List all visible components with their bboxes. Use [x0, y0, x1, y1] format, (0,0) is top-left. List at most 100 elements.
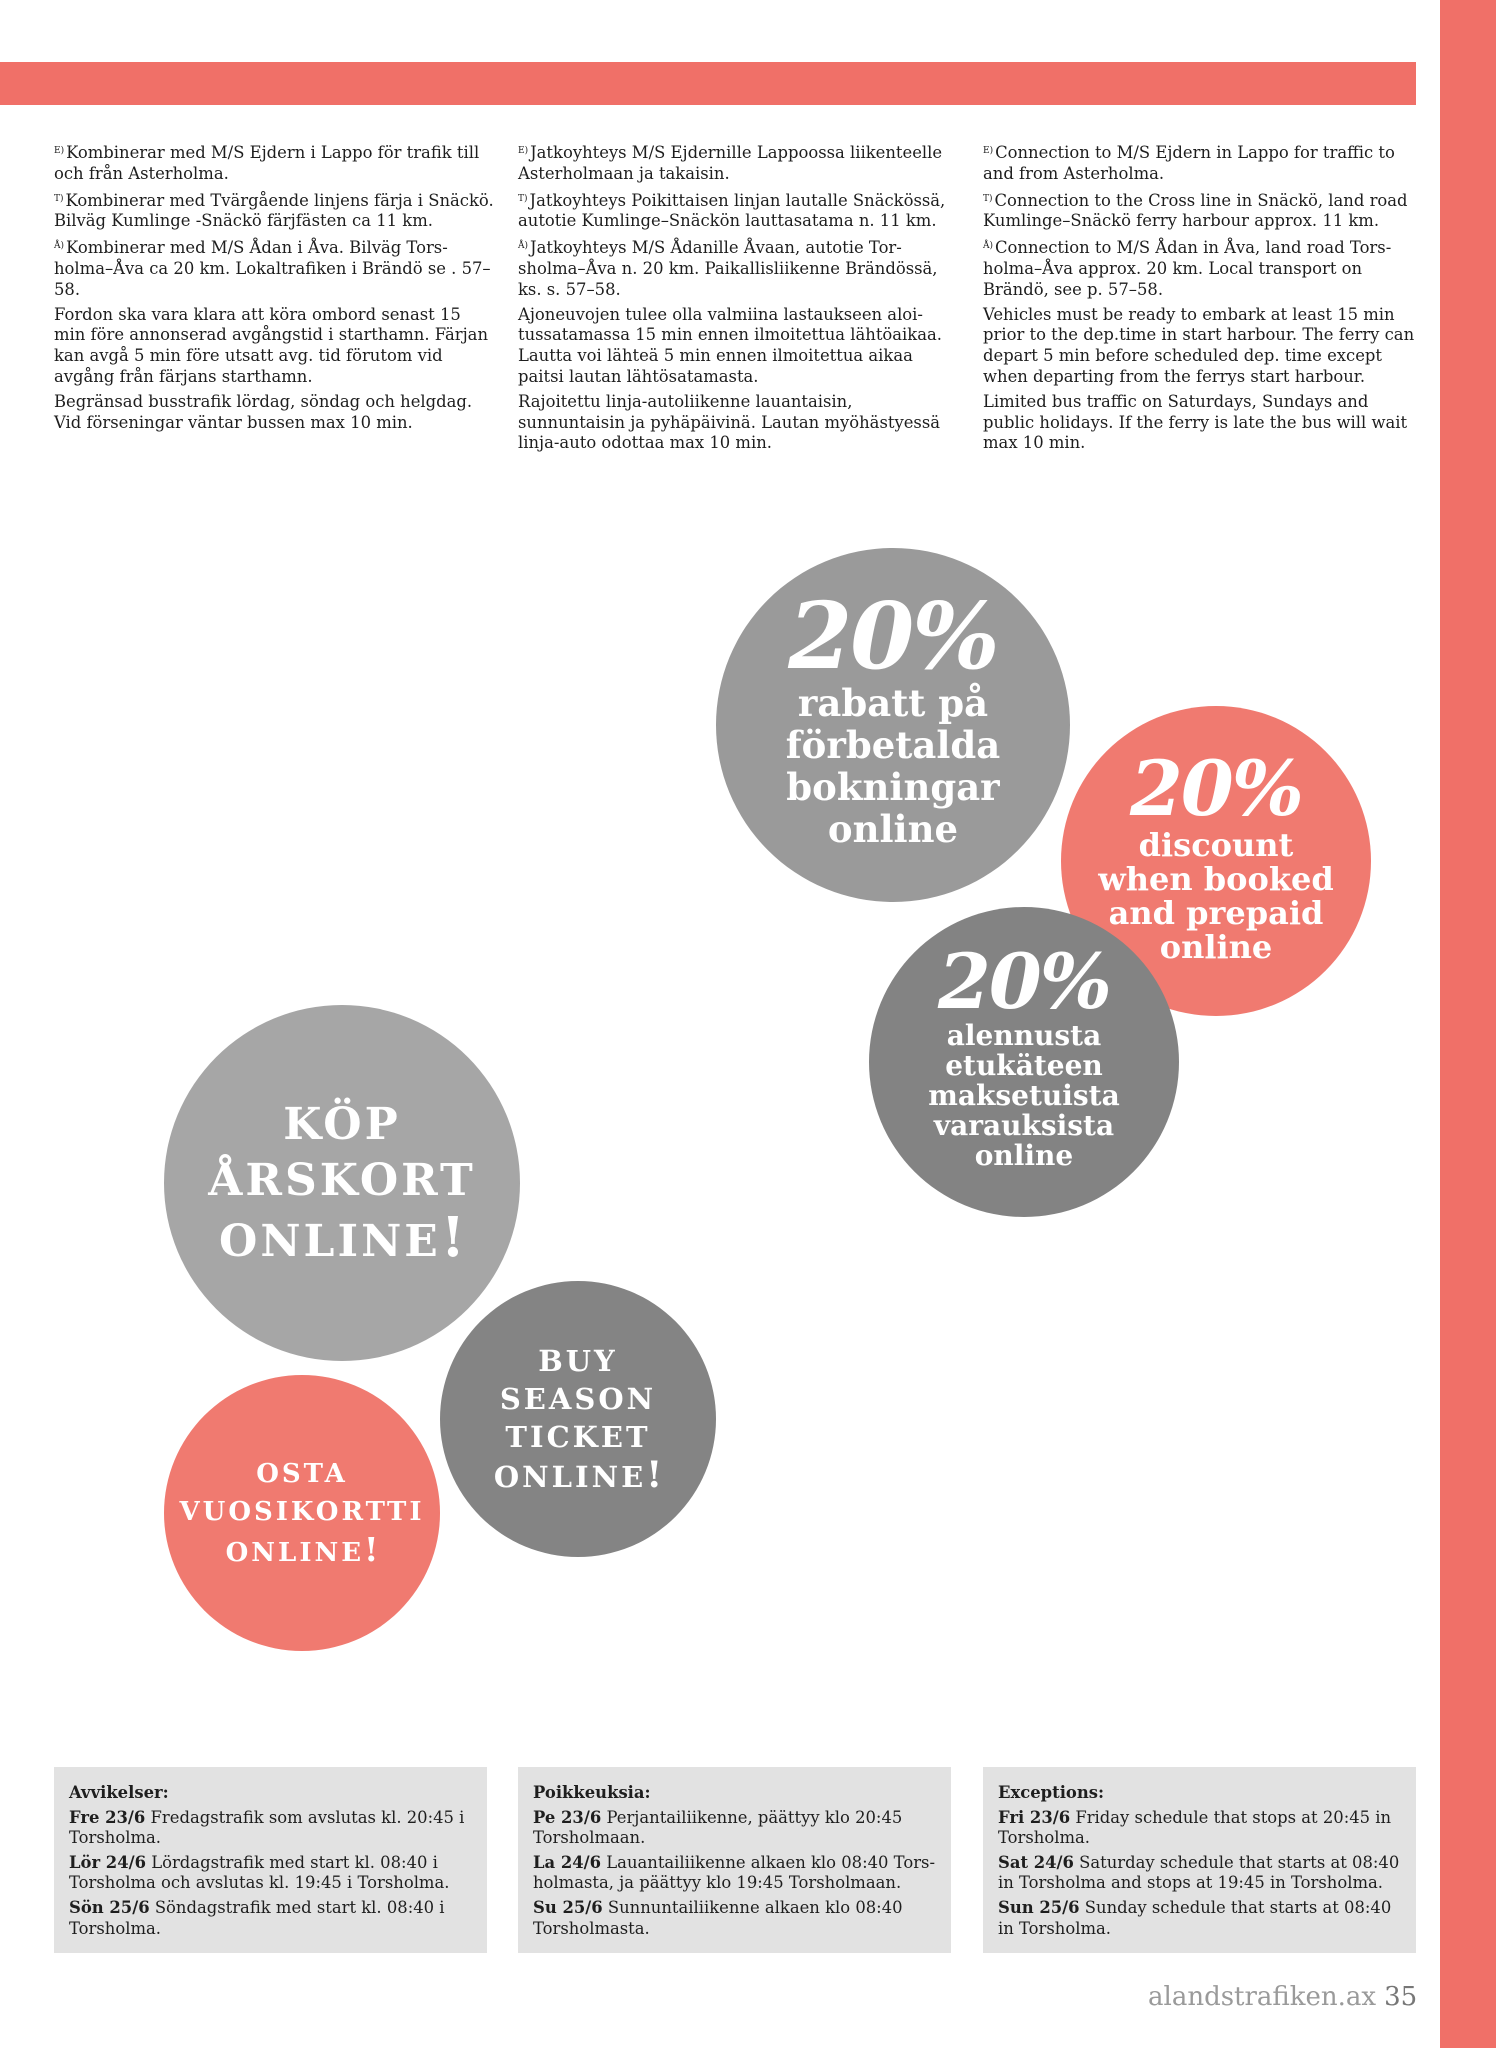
promo-line: OSTA — [256, 1458, 348, 1489]
exceptions-box-swedish: Avvikelser: Fre 23/6 Fredagstrafik som a… — [54, 1767, 487, 1953]
exception-row: Fri 23/6 Friday schedule that stops at 2… — [998, 1808, 1401, 1849]
note-mark: T) — [983, 193, 993, 204]
page-footer: alandstrafiken.ax 35 — [1148, 1982, 1417, 2012]
exception-row: Sun 25/6 Sunday schedule that starts at … — [998, 1898, 1401, 1939]
discount-percent: 20% — [938, 937, 1112, 1026]
exception-row: Fre 23/6 Fredagstrafik som avslutas kl. … — [69, 1808, 472, 1849]
promo-line: ONLINE! — [179, 1529, 424, 1572]
notes-column-english: E) Connection to M/S Ejdern in Lappo for … — [983, 141, 1423, 458]
note-mark: Å) — [54, 241, 65, 252]
exception-text: Perjantailiikenne, päättyy klo 20:45 Tor… — [533, 1807, 903, 1848]
promo-line: rabatt på — [797, 681, 989, 725]
footer-site-link[interactable]: alandstrafiken.ax — [1148, 1982, 1377, 2012]
note-mark: E) — [54, 146, 65, 156]
promo-line-text: ONLINE — [225, 1537, 365, 1568]
promo-line-text: ONLINE — [219, 1215, 441, 1267]
exception-day: Pe 23/6 — [533, 1807, 602, 1827]
exception-text: Lauantailiikenne alkaen klo 08:40 Tors­h… — [533, 1852, 936, 1893]
exception-row: La 24/6 Lauantailiikenne alkaen klo 08:4… — [533, 1853, 936, 1894]
bus-rule: Rajoitettu linja-autoliikenne lauantaisi… — [518, 391, 941, 453]
promo-circle-alennusta: 20% alennusta etukäteen maksetuista vara… — [869, 907, 1179, 1217]
box-heading: Avvikelser: — [69, 1783, 169, 1802]
promo-text: OSTA VUOSIKORTTI ONLINE! — [179, 1455, 424, 1572]
bus-rule: Begränsad busstrafik lördag, söndag och … — [54, 391, 473, 432]
note-e: E) Jatkoyhteys M/S Ejdernille Lappoossa l… — [518, 141, 958, 185]
note-mark: E) — [983, 146, 994, 156]
note-text: Kombinerar med M/S Ejdern i Lappo för tr… — [54, 143, 480, 183]
note-a: Å) Jatkoyhteys M/S Ådanille Åvaan, autoti… — [518, 236, 958, 300]
promo-line: VUOSIKORTTI — [179, 1496, 425, 1527]
exception-text: Sunday schedule that starts at 08:40 in … — [998, 1897, 1392, 1938]
note-text: Jatkoyhteys M/S Ejdernille Lappoossa lii… — [518, 143, 943, 183]
note-text: Connection to M/S Ådan in Åva, land road… — [983, 238, 1392, 299]
promo-line: maksetuista — [928, 1079, 1120, 1112]
exception-day: La 24/6 — [533, 1852, 602, 1872]
box-heading: Exceptions: — [998, 1783, 1105, 1802]
exception-day: Su 25/6 — [533, 1897, 603, 1917]
promo-line: online — [827, 807, 959, 851]
promo-circle-buy-season-ticket: BUY SEASON TICKET ONLINE! — [440, 1281, 716, 1557]
note-text: Connection to the Cross line in Snäckö, … — [983, 190, 1408, 231]
exception-row: Lör 24/6 Lördagstrafik med start kl. 08:… — [69, 1853, 472, 1894]
discount-percent: 20% — [1130, 744, 1304, 833]
exception-text: Söndagstrafik med start kl. 08:40 i Tors… — [69, 1897, 445, 1938]
note-text: Kombinerar med Tvärgående linjens färja … — [54, 190, 494, 231]
promo-line: etukäteen — [945, 1049, 1103, 1082]
exclamation: ! — [364, 1529, 379, 1569]
promo-text: alennusta etukäteen maksetuista varauksi… — [928, 1021, 1120, 1171]
promo-line: online — [1159, 928, 1273, 966]
discount-percent: 20% — [788, 582, 999, 690]
exceptions-box-english: Exceptions: Fri 23/6 Friday schedule tha… — [983, 1767, 1416, 1953]
promo-text: discount when booked and prepaid online — [1098, 828, 1334, 964]
bus-rule: Limited bus traffic on Saturdays, Sunday… — [983, 391, 1408, 453]
top-accent-bar — [0, 62, 1416, 105]
promo-line: SEASON — [499, 1382, 657, 1416]
exception-day: Sön 25/6 — [69, 1897, 150, 1917]
promo-line: discount — [1138, 826, 1294, 864]
exception-text: Saturday schedule that starts at 08:40 i… — [998, 1852, 1400, 1893]
promo-line-text: ONLINE — [493, 1460, 647, 1494]
promo-circle-kop-arskort: KÖP ÅRSKORT ONLINE! — [164, 1005, 520, 1361]
exception-day: Fre 23/6 — [69, 1807, 146, 1827]
promo-text: rabatt på förbetalda bokningar online — [786, 682, 1000, 850]
note-t: T) Kombinerar med Tvärgående linjens färj… — [54, 189, 494, 233]
note-text: Kombinerar med M/S Ådan i Åva. Bilväg To… — [54, 238, 491, 299]
exception-text: Sunnuntailiikenne alkaen klo 08:40 Torsh… — [533, 1897, 903, 1938]
note-a: Å) Kombinerar med M/S Ådan i Åva. Bilväg … — [54, 236, 494, 300]
note-mark: Å) — [518, 241, 529, 252]
promo-circle-osta-vuosikortti: OSTA VUOSIKORTTI ONLINE! — [164, 1375, 440, 1651]
promo-line: alennusta — [946, 1019, 1102, 1052]
exception-text: Fredagstrafik som avslutas kl. 20:45 i T… — [69, 1807, 465, 1848]
note-e: E) Kombinerar med M/S Ejdern i Lappo för … — [54, 141, 494, 185]
promo-line: ONLINE! — [494, 1456, 662, 1496]
exception-row: Su 25/6 Sunnuntailiikenne alkaen klo 08:… — [533, 1898, 936, 1939]
exceptions-box-finnish: Poikkeuksia: Pe 23/6 Perjantailiikenne, … — [518, 1767, 951, 1953]
exception-day: Lör 24/6 — [69, 1852, 146, 1872]
exclamation: ! — [440, 1203, 465, 1269]
note-a: Å) Connection to M/S Ådan in Åva, land ro… — [983, 236, 1423, 300]
exception-day: Sun 25/6 — [998, 1897, 1080, 1917]
box-heading: Poikkeuksia: — [533, 1783, 651, 1802]
promo-line: förbetalda — [785, 723, 1001, 767]
exception-row: Sat 24/6 Saturday schedule that starts a… — [998, 1853, 1401, 1894]
promo-text: BUY SEASON TICKET ONLINE! — [494, 1342, 662, 1496]
vehicle-rule: Vehicles must be ready to embark at leas… — [983, 304, 1415, 386]
promo-line: varauksista — [933, 1109, 1115, 1142]
exception-row: Sön 25/6 Söndagstrafik med start kl. 08:… — [69, 1898, 472, 1939]
note-t: T) Jatkoyhteys Poikittaisen linjan lautal… — [518, 189, 958, 233]
promo-line: ONLINE! — [208, 1208, 475, 1270]
promo-line: bokningar — [786, 765, 1000, 809]
promo-circle-rabatt: 20% rabatt på förbetalda bokningar onlin… — [716, 548, 1070, 902]
promo-line: when booked — [1098, 860, 1334, 898]
note-t: T) Connection to the Cross line in Snäckö… — [983, 189, 1423, 233]
promo-line: KÖP — [283, 1098, 401, 1150]
note-text: Connection to M/S Ejdern in Lappo for tr… — [983, 143, 1395, 183]
promo-line: online — [974, 1139, 1074, 1172]
exception-row: Pe 23/6 Perjantailiikenne, päättyy klo 2… — [533, 1808, 936, 1849]
vehicle-rule: Fordon ska vara klara att köra ombord se… — [54, 304, 489, 386]
note-e: E) Connection to M/S Ejdern in Lappo for … — [983, 141, 1423, 185]
note-mark: E) — [518, 146, 529, 156]
right-edge-strip — [1440, 0, 1496, 2048]
note-text: Jatkoyhteys M/S Ådanille Åvaan, autotie … — [518, 238, 938, 299]
page-number: 35 — [1384, 1982, 1418, 2012]
